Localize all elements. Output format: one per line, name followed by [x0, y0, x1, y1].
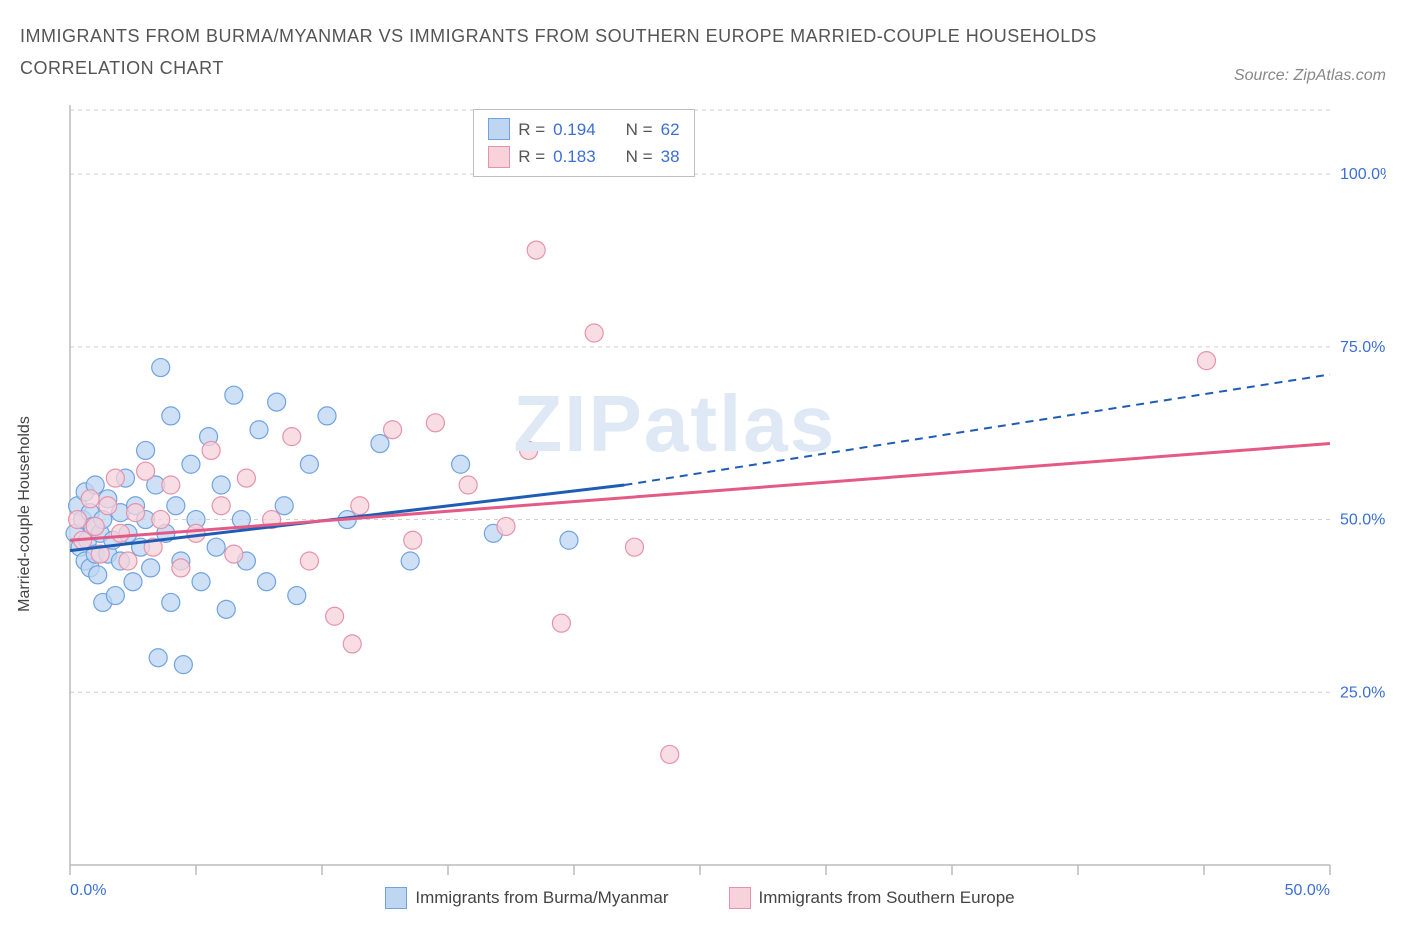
- legend-n-value: 62: [661, 116, 680, 143]
- legend-r-label: R =: [518, 143, 545, 170]
- trend-line-extrapolated: [624, 374, 1330, 485]
- source-label: Source: ZipAtlas.com: [1234, 67, 1386, 85]
- data-point: [124, 573, 142, 591]
- data-point: [237, 469, 255, 487]
- data-point: [162, 407, 180, 425]
- y-tick-label: 75.0%: [1340, 339, 1385, 356]
- data-point: [106, 586, 124, 604]
- data-point: [520, 441, 538, 459]
- chart-title: IMMIGRANTS FROM BURMA/MYANMAR VS IMMIGRA…: [20, 20, 1097, 85]
- data-point: [217, 600, 235, 618]
- series-name: Immigrants from Southern Europe: [759, 888, 1015, 908]
- data-point: [89, 566, 107, 584]
- data-point: [202, 441, 220, 459]
- data-point: [1198, 351, 1216, 369]
- legend-r-value: 0.183: [553, 143, 596, 170]
- data-point: [152, 510, 170, 528]
- y-tick-label: 50.0%: [1340, 511, 1385, 528]
- data-point: [152, 358, 170, 376]
- data-point: [225, 545, 243, 563]
- data-point: [106, 469, 124, 487]
- data-point: [288, 586, 306, 604]
- legend-swatch: [729, 887, 751, 909]
- data-point: [585, 324, 603, 342]
- data-point: [300, 552, 318, 570]
- data-point: [225, 386, 243, 404]
- data-point: [69, 510, 87, 528]
- data-point: [137, 462, 155, 480]
- data-point: [497, 517, 515, 535]
- data-point: [81, 490, 99, 508]
- data-point: [187, 524, 205, 542]
- data-point: [137, 441, 155, 459]
- data-point: [560, 531, 578, 549]
- legend-swatch: [488, 118, 510, 140]
- data-point: [250, 421, 268, 439]
- data-point: [401, 552, 419, 570]
- legend-n-label: N =: [626, 143, 653, 170]
- data-point: [426, 414, 444, 432]
- series-legend: Immigrants from Burma/Myanmar Immigrants …: [70, 887, 1330, 909]
- data-point: [162, 476, 180, 494]
- data-point: [452, 455, 470, 473]
- stats-legend: R = 0.194 N = 62 R = 0.183 N = 38: [473, 109, 694, 177]
- data-point: [119, 552, 137, 570]
- data-point: [182, 455, 200, 473]
- data-point: [275, 497, 293, 515]
- data-point: [162, 593, 180, 611]
- data-point: [661, 745, 679, 763]
- data-point: [172, 559, 190, 577]
- legend-swatch: [488, 146, 510, 168]
- data-point: [371, 434, 389, 452]
- data-point: [174, 655, 192, 673]
- data-point: [283, 427, 301, 445]
- data-point: [384, 421, 402, 439]
- data-point: [268, 393, 286, 411]
- data-point: [326, 607, 344, 625]
- legend-r-label: R =: [518, 116, 545, 143]
- data-point: [207, 538, 225, 556]
- scatter-svg: 25.0%50.0%75.0%100.0%0.0%50.0%: [20, 95, 1386, 915]
- legend-n-value: 38: [661, 143, 680, 170]
- data-point: [127, 503, 145, 521]
- data-point: [343, 635, 361, 653]
- data-point: [212, 497, 230, 515]
- series-legend-item: Immigrants from Burma/Myanmar: [385, 887, 668, 909]
- series-name: Immigrants from Burma/Myanmar: [415, 888, 668, 908]
- data-point: [142, 559, 160, 577]
- data-point: [552, 614, 570, 632]
- data-point: [167, 497, 185, 515]
- title-line-2: CORRELATION CHART: [20, 52, 1097, 84]
- data-point: [212, 476, 230, 494]
- data-point: [351, 497, 369, 515]
- data-point: [459, 476, 477, 494]
- data-point: [99, 497, 117, 515]
- data-point: [111, 524, 129, 542]
- legend-swatch: [385, 887, 407, 909]
- chart-area: Married-couple Households 25.0%50.0%75.0…: [20, 95, 1386, 915]
- trend-line: [70, 443, 1330, 540]
- title-line-1: IMMIGRANTS FROM BURMA/MYANMAR VS IMMIGRA…: [20, 20, 1097, 52]
- data-point: [318, 407, 336, 425]
- data-point: [192, 573, 210, 591]
- y-tick-label: 25.0%: [1340, 684, 1385, 701]
- y-axis-title: Married-couple Households: [16, 416, 34, 612]
- data-point: [258, 573, 276, 591]
- legend-stat-row: R = 0.194 N = 62: [488, 116, 679, 143]
- data-point: [300, 455, 318, 473]
- data-point: [86, 517, 104, 535]
- data-point: [404, 531, 422, 549]
- data-point: [149, 649, 167, 667]
- legend-r-value: 0.194: [553, 116, 596, 143]
- legend-stat-row: R = 0.183 N = 38: [488, 143, 679, 170]
- data-point: [625, 538, 643, 556]
- y-tick-label: 100.0%: [1340, 166, 1386, 183]
- data-point: [527, 241, 545, 259]
- legend-n-label: N =: [626, 116, 653, 143]
- series-legend-item: Immigrants from Southern Europe: [729, 887, 1015, 909]
